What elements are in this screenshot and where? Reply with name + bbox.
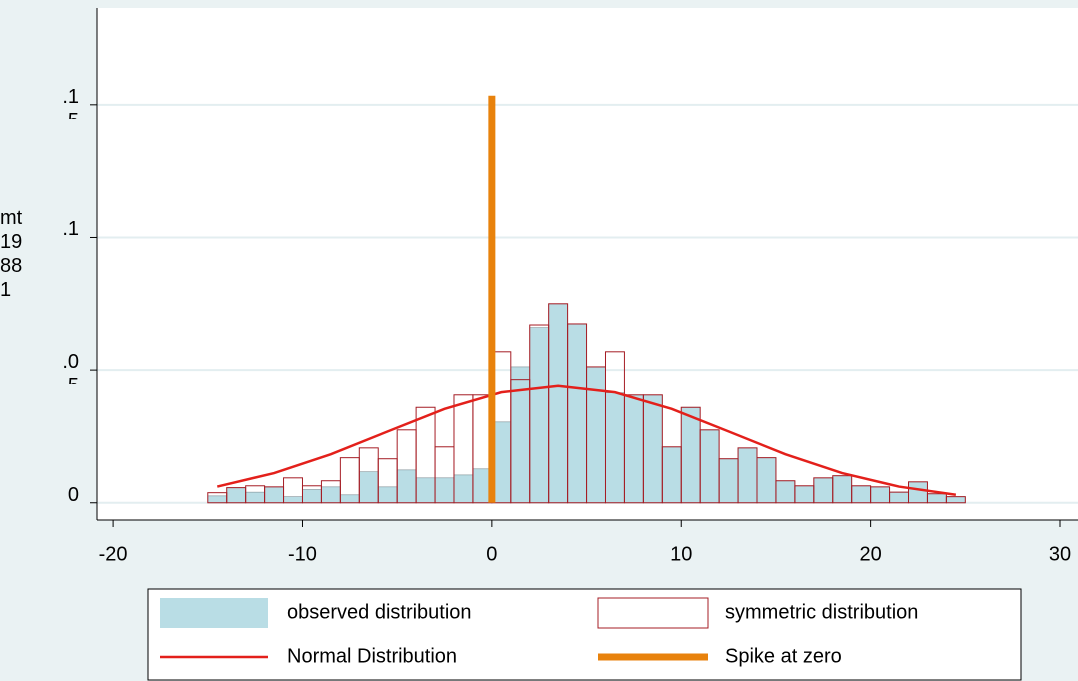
legend-box: [147, 588, 1022, 681]
y-tick-label: .1: [62, 218, 79, 241]
histogram-bar: [510, 366, 531, 504]
histogram-bar: [434, 477, 455, 504]
y-tick-label: .05: [62, 351, 79, 384]
histogram-bar: [756, 457, 777, 504]
x-tick-label: -10: [288, 543, 317, 565]
normal-curve: [216, 384, 957, 497]
histogram-bar: [643, 394, 663, 504]
y-axis-title: mt19881: [0, 207, 23, 301]
histogram-bar: [453, 474, 474, 504]
histogram-bar: [718, 458, 739, 504]
histogram-bar: [699, 429, 720, 504]
histogram-bar: [775, 480, 796, 504]
histogram-bar: [832, 475, 852, 504]
histogram-bar: [605, 392, 625, 504]
x-tick-label: 10: [670, 543, 692, 565]
histogram-bar: [624, 394, 644, 504]
x-tick-label: 0: [486, 543, 497, 565]
x-tick-label: -20: [99, 543, 128, 565]
histogram-bar: [889, 491, 909, 504]
histogram-bar: [548, 303, 568, 504]
histogram-bar: [358, 471, 379, 504]
histogram-bar: [737, 447, 758, 504]
histogram-bar: [567, 323, 587, 504]
histogram-bar: [340, 494, 360, 504]
histogram-bar: [396, 469, 417, 504]
x-tick-label: 30: [1049, 543, 1071, 565]
histogram-bar: [245, 491, 265, 504]
histogram-bar: [283, 496, 303, 504]
y-tick-label: 0: [67, 483, 79, 506]
histogram-bar: [529, 327, 549, 504]
histogram-bar: [851, 485, 871, 504]
histogram-bar: [226, 487, 246, 504]
x-tick-label: 20: [860, 543, 882, 565]
histogram-bar: [946, 496, 966, 504]
histogram-bar: [870, 486, 890, 504]
histogram-bar: [207, 495, 228, 504]
histogram-bar: [586, 366, 606, 504]
histogram-bar: [927, 493, 947, 504]
histogram-bar: [302, 489, 322, 504]
histogram-bar: [945, 496, 966, 504]
histogram-bar: [377, 486, 398, 504]
histogram-bar: [321, 486, 341, 504]
legend-label: symmetric distribution: [725, 601, 918, 623]
legend-label: Spike at zero: [725, 645, 842, 667]
legend-swatch: [597, 597, 709, 629]
legend-swatch: [160, 598, 268, 628]
y-tick-label: .15: [62, 85, 79, 119]
histogram-bar: [908, 481, 928, 504]
legend-label: observed distribution: [287, 601, 472, 623]
histogram-bar: [756, 457, 777, 504]
histogram-bar: [908, 481, 928, 504]
histogram-bar: [813, 477, 834, 504]
histogram-bar: [794, 485, 815, 504]
histogram-bar: [662, 446, 682, 504]
legend-label: Normal Distribution: [287, 645, 457, 667]
histogram-bar: [680, 406, 701, 504]
histogram-bar: [415, 477, 436, 504]
histogram-bar: [264, 486, 284, 504]
